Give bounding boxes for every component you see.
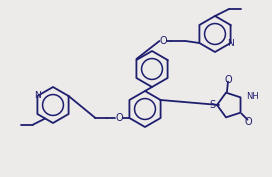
Text: S: S [209,100,215,110]
Text: O: O [160,36,167,46]
Text: O: O [245,117,252,127]
Text: O: O [116,113,123,123]
Text: N: N [34,92,41,101]
Text: O: O [224,75,232,85]
Text: NH: NH [246,92,259,101]
Text: N: N [227,39,234,47]
